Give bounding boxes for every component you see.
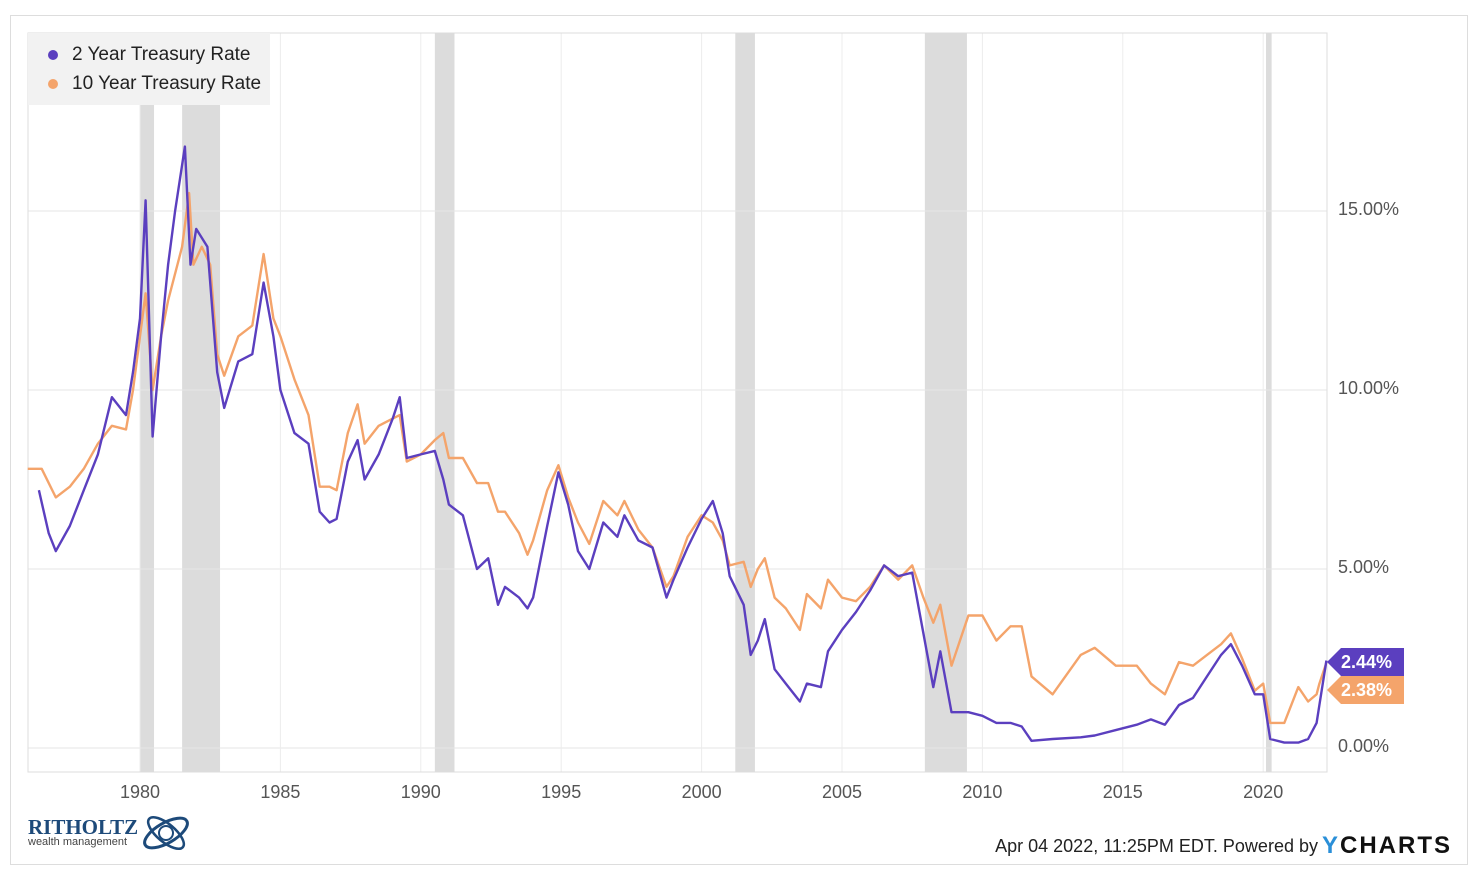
recession-band <box>924 33 967 772</box>
x-tick-label: 2010 <box>962 782 1003 802</box>
end-label-10yr: 2.38% <box>1327 676 1404 704</box>
x-tick-label: 2005 <box>821 782 863 802</box>
recession-band <box>434 33 455 772</box>
recession-band <box>140 33 155 772</box>
ycharts-y: Y <box>1321 832 1340 859</box>
y-tick-label: 15.00% <box>1338 199 1400 219</box>
ycharts-logo[interactable]: YCHARTS <box>1322 832 1452 860</box>
end-label-2yr: 2.44% <box>1327 648 1404 676</box>
globe-logo-icon <box>143 816 189 850</box>
x-tick-label: 1980 <box>119 782 161 802</box>
x-tick-label: 1990 <box>400 782 441 802</box>
plot-border <box>27 32 1328 773</box>
footer: Apr 04 2022, 11:25PM EDT. Powered by YCH… <box>995 832 1452 860</box>
x-tick-label: 1995 <box>541 782 582 802</box>
chart-frame <box>10 15 1468 865</box>
legend-label: 10 Year Treasury Rate <box>72 73 262 94</box>
ycharts-text: CHARTS <box>1340 832 1452 859</box>
legend-label: 2 Year Treasury Rate <box>72 44 251 65</box>
legend-dot-icon <box>48 50 58 60</box>
series-10yr-line <box>27 191 1328 725</box>
logo-sub-text: wealth management <box>28 836 128 848</box>
logo-main-text: RITHOLTZ <box>28 815 139 839</box>
ritholtz-logo: RITHOLTZ wealth management <box>28 812 192 854</box>
legend-dot-icon <box>48 79 58 89</box>
legend-item-2yr[interactable]: 2 Year Treasury Rate <box>48 44 251 66</box>
series-2yr-line <box>37 145 1328 744</box>
y-tick-label: 5.00% <box>1338 557 1390 577</box>
x-tick-label: 2020 <box>1243 782 1284 802</box>
timestamp: Apr 04 2022, 11:25PM EDT. Powered by <box>995 835 1318 856</box>
y-tick-label: 10.00% <box>1338 378 1400 398</box>
recession-band <box>735 33 755 772</box>
recession-band <box>182 33 221 772</box>
y-tick-label: 0.00% <box>1338 736 1390 756</box>
x-tick-label: 2000 <box>681 782 722 802</box>
legend-item-10yr[interactable]: 10 Year Treasury Rate <box>48 73 261 95</box>
legend: 2 Year Treasury Rate 10 Year Treasury Ra… <box>28 33 270 105</box>
x-tick-label: 2015 <box>1102 782 1143 802</box>
recession-band <box>1266 33 1272 772</box>
x-tick-label: 1985 <box>260 782 301 802</box>
